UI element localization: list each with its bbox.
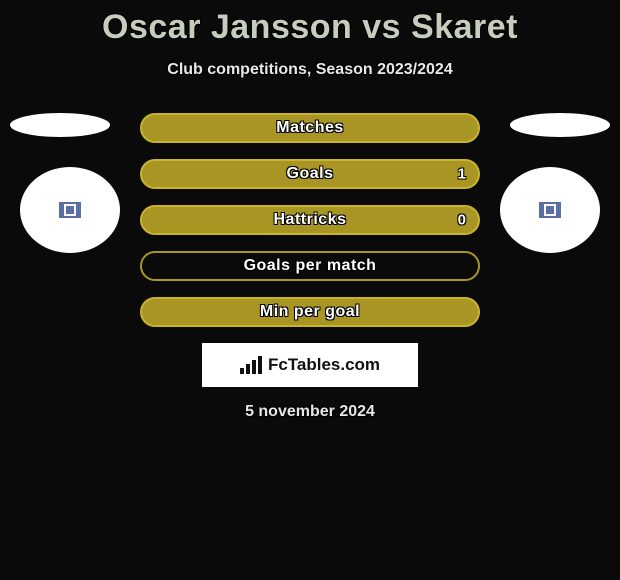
avatar-placeholder-icon bbox=[539, 202, 561, 218]
logo-bars-icon bbox=[240, 356, 262, 374]
player-left-avatar bbox=[20, 167, 120, 253]
stat-value-right: 0 bbox=[458, 212, 466, 229]
avatar-placeholder-icon bbox=[59, 202, 81, 218]
player-left-ellipse bbox=[10, 113, 110, 137]
fctables-logo: FcTables.com bbox=[202, 343, 418, 387]
stat-bars: Matches Goals 1 Hattricks 0 Goals per match Mi… bbox=[140, 113, 480, 327]
stat-label: Goals bbox=[287, 165, 334, 183]
stat-bar-hattricks: Hattricks 0 bbox=[140, 205, 480, 235]
stat-label: Min per goal bbox=[260, 303, 360, 321]
page-subtitle: Club competitions, Season 2023/2024 bbox=[0, 61, 620, 79]
logo-text: FcTables.com bbox=[268, 355, 380, 375]
page-title: Oscar Jansson vs Skaret bbox=[0, 0, 620, 47]
stat-bar-goals_per_match: Goals per match bbox=[140, 251, 480, 281]
stat-label: Goals per match bbox=[244, 257, 377, 275]
stat-label: Matches bbox=[276, 119, 344, 137]
player-right-ellipse bbox=[510, 113, 610, 137]
snapshot-date: 5 november 2024 bbox=[0, 403, 620, 421]
stat-label: Hattricks bbox=[274, 211, 347, 229]
stat-bar-goals: Goals 1 bbox=[140, 159, 480, 189]
stat-bar-matches: Matches bbox=[140, 113, 480, 143]
player-right-avatar bbox=[500, 167, 600, 253]
stat-bar-min_per_goal: Min per goal bbox=[140, 297, 480, 327]
comparison-panel: Matches Goals 1 Hattricks 0 Goals per match Mi… bbox=[0, 113, 620, 421]
stat-value-right: 1 bbox=[458, 166, 466, 183]
